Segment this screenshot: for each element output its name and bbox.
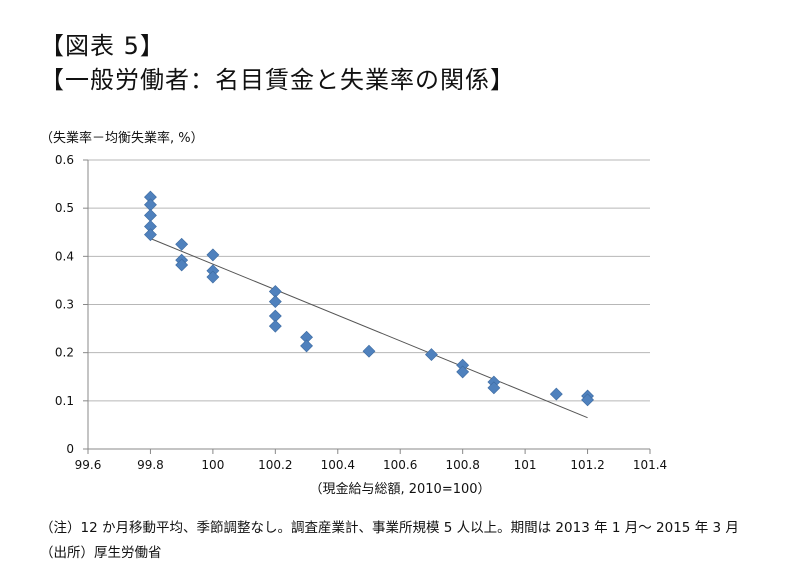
x-tick-label: 100.4 (321, 458, 355, 472)
x-tick-label: 101.2 (570, 458, 604, 472)
data-point (425, 348, 438, 362)
y-tick-label: 0.5 (55, 201, 74, 215)
data-point (206, 270, 220, 284)
data-point (206, 248, 220, 262)
data-point (362, 344, 376, 358)
figure-label: 【図表 5】 (40, 32, 165, 60)
data-points (144, 190, 594, 407)
y-tick-label: 0.4 (55, 249, 74, 263)
data-point (144, 228, 157, 242)
x-tick-label: 99.6 (75, 458, 102, 472)
data-point (300, 339, 313, 353)
data-point (268, 319, 282, 333)
data-point (581, 393, 594, 407)
x-tick-label: 99.8 (137, 458, 164, 472)
y-tick-label: 0.2 (55, 346, 74, 360)
y-tick-label: 0.3 (55, 298, 74, 312)
source-note: （出所）厚生労働省 (40, 545, 162, 561)
data-point (549, 387, 563, 401)
gridlines (88, 159, 650, 402)
x-tick-label: 101 (514, 458, 537, 472)
data-point (175, 258, 189, 272)
data-point (175, 237, 189, 251)
y-tick-label: 0 (66, 442, 74, 456)
chart-title: 【一般労働者：名目賃金と失業率の関係】 (40, 66, 515, 94)
y-tick-label: 0.6 (55, 153, 74, 167)
data-point (456, 365, 470, 379)
data-point (268, 295, 282, 309)
trendline-group (150, 238, 588, 419)
x-tick-label: 100.6 (383, 458, 417, 472)
data-point (144, 208, 157, 222)
axes (83, 159, 651, 454)
trendline (150, 238, 588, 419)
tick-labels: 0 0.1 0.2 0.3 0.4 0.5 0.6 99.6 99.8 100 100.2 100.4… (55, 153, 667, 472)
footnote: （注）12 か月移動平均、季節調整なし。調査産業計、事業所規模 5 人以上。期間… (40, 520, 739, 536)
x-tick-label: 100.2 (258, 458, 292, 472)
y-axis-label: （失業率－均衡失業率, %） (40, 131, 204, 146)
y-tick-label: 0.1 (55, 394, 74, 408)
x-axis-label: （現金給与総額, 2010=100） (309, 481, 490, 497)
data-point (487, 381, 501, 395)
x-tick-label: 101.4 (633, 458, 667, 472)
x-tick-label: 100 (201, 458, 224, 472)
x-tick-label: 100.8 (445, 458, 479, 472)
